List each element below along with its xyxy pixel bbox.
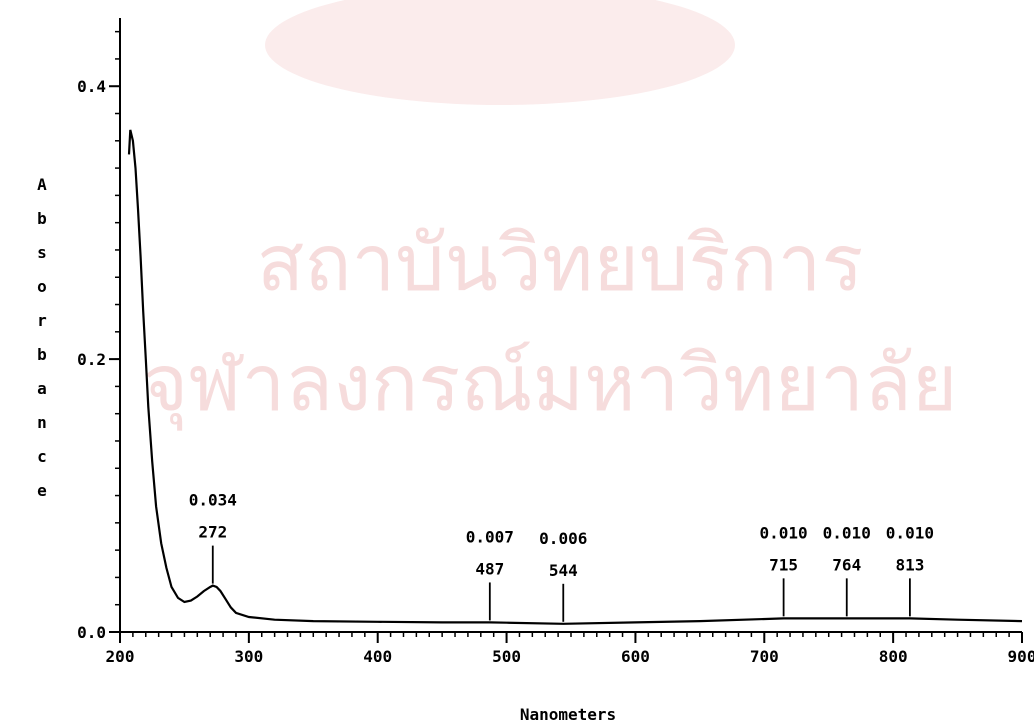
- y-tick-label: 0.2: [77, 350, 106, 369]
- peak-absorbance-label: 0.010: [886, 523, 934, 542]
- watermark-line2: จุฬาลงกรณ์มหาวิทยาลัย: [142, 339, 957, 431]
- y-tick-label: 0.4: [77, 77, 106, 96]
- x-tick-label: 600: [621, 647, 650, 666]
- peak-absorbance-label: 0.010: [823, 523, 871, 542]
- y-tick-label: 0.0: [77, 623, 106, 642]
- x-axis-label: Nanometers: [520, 705, 616, 724]
- x-tick-label: 900: [1008, 647, 1034, 666]
- x-tick-label: 200: [106, 647, 135, 666]
- peak-wavelength-label: 715: [769, 555, 798, 574]
- peak-wavelength-label: 272: [198, 523, 227, 542]
- x-tick-label: 400: [363, 647, 392, 666]
- peak-wavelength-label: 764: [832, 555, 861, 574]
- watermark-emblem: [265, 0, 735, 105]
- y-ticks: 0.0 0.2 0.4: [77, 77, 120, 642]
- peak-annotations: 272 0.034 487 0.007 544 0.006 715 0.010 764 0.010…: [189, 491, 934, 622]
- peak-wavelength-label: 544: [549, 561, 578, 580]
- peak-wavelength-label: 487: [475, 559, 504, 578]
- x-tick-label: 500: [492, 647, 521, 666]
- peak-absorbance-label: 0.010: [760, 523, 808, 542]
- peak-wavelength-label: 813: [895, 555, 924, 574]
- x-ticks: 200 300 400 500 600 700 800 900: [106, 632, 1034, 666]
- watermark-line1: สถาบันวิทยบริการ: [257, 219, 864, 309]
- x-tick-label: 800: [879, 647, 908, 666]
- x-tick-label: 700: [750, 647, 779, 666]
- peak-absorbance-label: 0.007: [466, 527, 514, 546]
- peak-absorbance-label: 0.034: [189, 491, 237, 510]
- watermark: สถาบันวิทยบริการ จุฬาลงกรณ์มหาวิทยาลัย: [142, 0, 957, 431]
- x-tick-label: 300: [234, 647, 263, 666]
- peak-absorbance-label: 0.006: [539, 529, 587, 548]
